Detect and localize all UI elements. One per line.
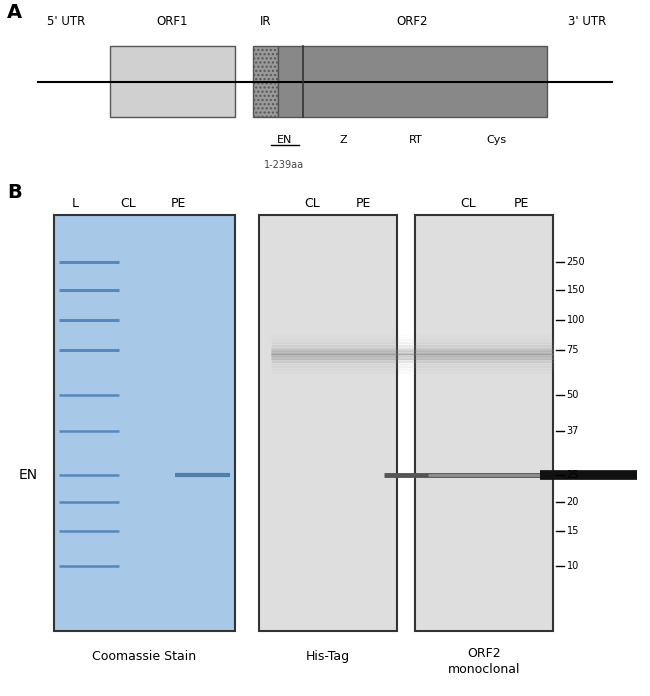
Bar [53,216,235,631]
Text: 3' UTR: 3' UTR [568,15,606,29]
Text: CL: CL [305,198,320,210]
Text: CL: CL [461,198,476,210]
Text: Cys: Cys [487,135,506,145]
Text: 250: 250 [567,257,585,267]
Text: Z: Z [340,135,348,145]
Text: 75: 75 [567,345,579,355]
Text: Coomassie Stain: Coomassie Stain [92,650,196,663]
Bar [110,46,235,117]
Text: 15: 15 [567,525,579,536]
Bar [259,216,396,631]
Text: 20: 20 [567,498,579,507]
Text: ORF2
monoclonal: ORF2 monoclonal [448,647,521,676]
Bar [254,46,278,117]
Text: ORF1: ORF1 [157,15,188,29]
Text: PE: PE [514,198,529,210]
Text: CL: CL [120,198,136,210]
Text: 10: 10 [567,561,578,571]
Text: 1-239aa: 1-239aa [265,159,304,170]
Text: PE: PE [356,198,371,210]
Bar [415,216,552,631]
Text: His-Tag: His-Tag [306,650,350,663]
Text: IR: IR [260,15,272,29]
Text: RT: RT [409,135,423,145]
Text: 37: 37 [567,425,579,436]
Text: 150: 150 [567,285,585,295]
Text: B: B [6,183,21,202]
Text: 50: 50 [567,390,579,400]
Text: ORF2: ORF2 [396,15,428,29]
Text: EN: EN [277,135,292,145]
Text: 100: 100 [567,315,585,325]
Text: 5' UTR: 5' UTR [47,15,85,29]
Text: A: A [6,3,22,22]
Text: L: L [72,198,79,210]
Text: PE: PE [171,198,186,210]
Text: EN: EN [19,468,38,482]
Bar [278,46,547,117]
Text: 25: 25 [567,470,579,480]
